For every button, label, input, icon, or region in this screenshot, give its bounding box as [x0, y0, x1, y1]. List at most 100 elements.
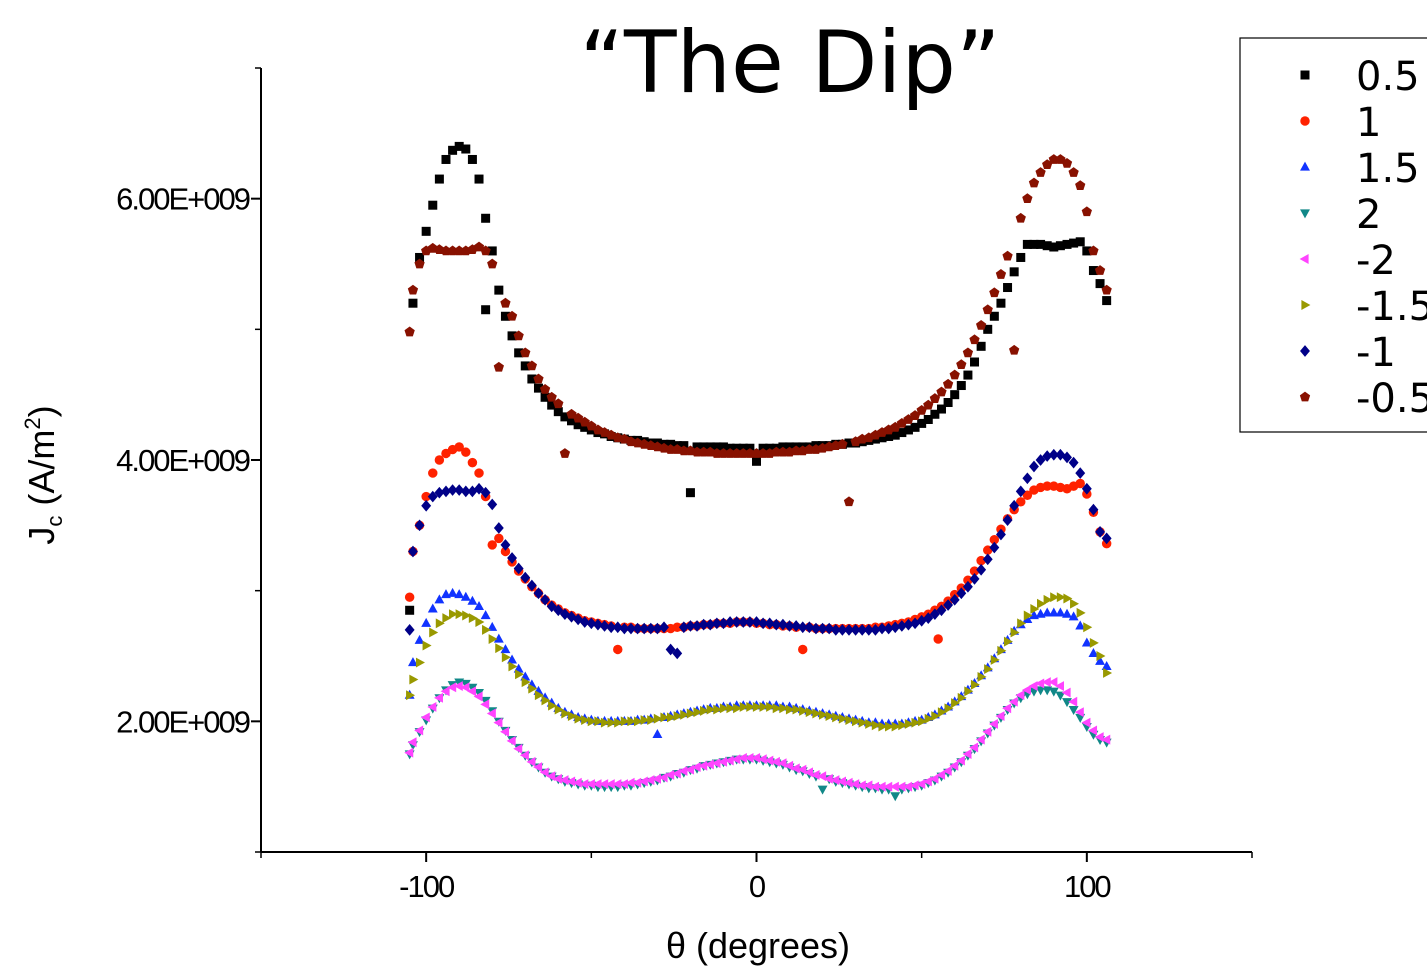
data-point — [1055, 448, 1066, 461]
data-point — [1003, 636, 1013, 647]
data-point — [494, 285, 504, 295]
legend-label: -2 — [1356, 238, 1396, 284]
data-point — [673, 711, 683, 722]
data-point — [764, 755, 774, 766]
data-point — [467, 686, 477, 697]
data-point — [462, 610, 472, 621]
data-point — [427, 490, 438, 503]
data-point — [487, 498, 498, 511]
data-point — [1069, 238, 1079, 248]
data-point — [573, 420, 583, 430]
data-point — [1101, 532, 1112, 545]
data-point — [1022, 614, 1033, 624]
data-point — [857, 624, 868, 636]
data-point — [415, 252, 425, 262]
data-point — [1016, 497, 1026, 507]
data-point — [698, 446, 709, 457]
data-point — [1015, 485, 1026, 498]
data-point — [500, 539, 511, 551]
data-point — [910, 617, 921, 630]
data-point — [693, 707, 703, 718]
data-point — [838, 713, 848, 724]
data-point — [909, 410, 921, 420]
data-point — [1068, 696, 1078, 707]
data-point — [1075, 237, 1085, 247]
data-point — [759, 702, 769, 712]
data-point — [1035, 686, 1046, 696]
data-point — [1002, 514, 1013, 526]
data-point — [1068, 611, 1079, 621]
data-point — [871, 720, 881, 731]
data-point — [1022, 490, 1033, 501]
data-point — [1062, 608, 1072, 618]
data-point — [467, 683, 478, 693]
data-point — [704, 759, 714, 770]
data-point — [495, 643, 505, 654]
data-point — [1095, 655, 1105, 665]
data-point — [460, 591, 471, 601]
data-point — [962, 580, 973, 593]
data-point — [962, 347, 974, 358]
data-point — [428, 200, 438, 210]
data-point — [559, 775, 569, 786]
data-point — [863, 780, 873, 791]
data-point — [751, 448, 762, 458]
data-point — [612, 621, 623, 634]
data-point — [440, 245, 452, 256]
data-point — [441, 154, 451, 164]
data-point — [480, 486, 491, 499]
data-point — [671, 768, 681, 779]
data-point — [480, 696, 491, 706]
data-point — [480, 610, 491, 620]
data-point — [1068, 167, 1079, 177]
data-point — [885, 721, 895, 732]
data-point — [772, 703, 782, 714]
data-point — [791, 620, 802, 632]
data-point — [408, 545, 418, 558]
data-point — [1036, 239, 1046, 249]
data-point — [870, 624, 881, 636]
data-point — [758, 617, 769, 630]
data-point — [447, 245, 458, 256]
data-point — [977, 671, 987, 682]
data-point — [1075, 180, 1086, 190]
data-point — [553, 398, 564, 409]
data-point — [830, 624, 841, 636]
data-point — [500, 297, 511, 308]
data-point — [832, 712, 842, 723]
y-axis-label-unit-close: ) — [21, 405, 62, 417]
data-point — [526, 579, 537, 592]
data-point — [672, 647, 683, 660]
chart-title: “The Dip” — [579, 13, 1000, 113]
data-point — [1028, 681, 1038, 692]
data-point — [923, 612, 934, 624]
data-point — [420, 712, 430, 723]
data-point — [970, 679, 980, 690]
data-point — [422, 640, 432, 651]
data-point — [645, 622, 656, 635]
data-point — [460, 485, 471, 498]
data-point — [810, 769, 820, 780]
legend-item: 1.5 — [1300, 146, 1420, 192]
data-point — [507, 552, 518, 564]
data-point — [963, 370, 973, 380]
data-point — [812, 708, 822, 719]
data-point — [942, 766, 952, 776]
data-point — [627, 716, 637, 727]
data-point — [507, 331, 517, 341]
data-point — [482, 624, 492, 635]
data-point — [790, 763, 800, 774]
data-point — [539, 384, 551, 394]
data-point — [785, 704, 795, 715]
data-point — [632, 777, 642, 788]
data-point — [937, 707, 947, 718]
data-point — [473, 691, 483, 702]
data-point — [898, 720, 908, 731]
data-point — [916, 779, 926, 790]
data-point — [718, 442, 728, 452]
data-point — [982, 553, 993, 566]
data-point — [976, 563, 987, 576]
data-point — [546, 391, 557, 402]
data-point — [731, 754, 741, 765]
